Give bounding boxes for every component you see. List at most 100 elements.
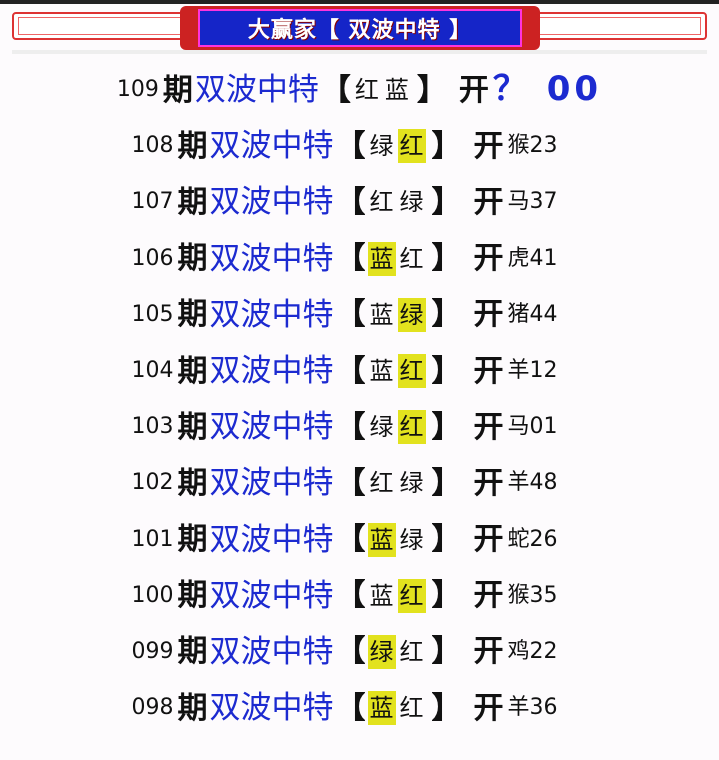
pick-color: 蓝 xyxy=(369,581,394,610)
left-bracket: 【 xyxy=(335,634,366,670)
result: 猴35 xyxy=(507,582,558,608)
result: 鸡22 xyxy=(507,638,558,664)
period-number: 104 xyxy=(131,357,174,383)
period-number: 105 xyxy=(131,301,174,327)
period-number: 107 xyxy=(131,189,174,215)
pick-color: 绿 xyxy=(399,188,424,217)
open-label: 开 xyxy=(473,690,504,726)
pick-color: 蓝 xyxy=(367,691,396,726)
period-number: 108 xyxy=(131,133,174,159)
row-title: 双波中特 xyxy=(209,690,334,727)
prediction-row: 103 期双波中特【绿红】开马01 xyxy=(0,399,719,455)
pick-color: 红 xyxy=(399,694,424,723)
pick-color: 绿 xyxy=(399,525,424,554)
period-number: 103 xyxy=(131,414,174,440)
result: 羊36 xyxy=(507,695,558,721)
period-label: 期 xyxy=(177,634,208,670)
left-bracket: 【 xyxy=(335,522,366,558)
period-label: 期 xyxy=(177,184,208,220)
period-label: 期 xyxy=(177,353,208,389)
result: 猪44 xyxy=(507,301,558,327)
open-label: 开 xyxy=(473,241,504,277)
right-bracket: 】 xyxy=(431,578,462,614)
pick-color: 红 xyxy=(369,188,394,217)
open-label: 开 xyxy=(473,465,504,501)
open-label: 开 xyxy=(473,297,504,333)
pick-color: 绿 xyxy=(369,413,394,442)
pick-color: 绿 xyxy=(397,297,426,332)
result: 虎41 xyxy=(507,245,558,271)
prediction-row: 100 期双波中特【蓝红】开猴35 xyxy=(0,568,719,624)
open-label: 开 xyxy=(473,634,504,670)
open-label: 开 xyxy=(458,72,489,108)
period-label: 期 xyxy=(177,409,208,445)
period-label: 期 xyxy=(162,72,193,108)
prediction-row: 102 期双波中特【红绿】开羊48 xyxy=(0,455,719,511)
prediction-row: 098 期双波中特【蓝红】开羊36 xyxy=(0,680,719,736)
banner-center: 大赢家【 双波中特 】 xyxy=(180,6,540,50)
period-label: 期 xyxy=(177,690,208,726)
prediction-row: 105 期双波中特【蓝绿】开猪44 xyxy=(0,287,719,343)
period-label: 期 xyxy=(177,578,208,614)
period-number: 098 xyxy=(131,695,174,721)
period-label: 期 xyxy=(177,522,208,558)
open-label: 开 xyxy=(473,522,504,558)
row-title: 双波中特 xyxy=(209,521,334,558)
open-label: 开 xyxy=(473,353,504,389)
row-title: 双波中特 xyxy=(209,577,334,614)
pick-color: 蓝 xyxy=(369,300,394,329)
result: 羊12 xyxy=(507,357,558,383)
pick-color: 蓝 xyxy=(367,522,396,557)
right-bracket: 】 xyxy=(416,72,447,108)
left-bracket: 【 xyxy=(335,128,366,164)
prediction-row: 109 期双波中特【红蓝】开？ 00 xyxy=(0,62,719,118)
period-label: 期 xyxy=(177,465,208,501)
left-bracket: 【 xyxy=(335,690,366,726)
row-title: 双波中特 xyxy=(194,72,319,109)
open-label: 开 xyxy=(473,409,504,445)
result: ？ 00 xyxy=(492,69,603,110)
result: 羊48 xyxy=(507,470,558,496)
right-bracket: 】 xyxy=(431,409,462,445)
top-bar xyxy=(0,0,719,4)
period-number: 100 xyxy=(131,582,174,608)
period-label: 期 xyxy=(177,297,208,333)
right-bracket: 】 xyxy=(431,522,462,558)
prediction-row: 108 期双波中特【绿红】开猴23 xyxy=(0,118,719,174)
open-label: 开 xyxy=(473,184,504,220)
right-bracket: 】 xyxy=(431,690,462,726)
prediction-row: 101 期双波中特【蓝绿】开蛇26 xyxy=(0,512,719,568)
banner: 大赢家【 双波中特 】 xyxy=(12,6,707,50)
left-bracket: 【 xyxy=(335,353,366,389)
row-title: 双波中特 xyxy=(209,184,334,221)
prediction-row: 104 期双波中特【蓝红】开羊12 xyxy=(0,343,719,399)
left-bracket: 【 xyxy=(320,72,351,108)
result: 蛇26 xyxy=(507,526,558,552)
right-bracket: 】 xyxy=(431,297,462,333)
row-title: 双波中特 xyxy=(209,128,334,165)
right-bracket: 】 xyxy=(431,241,462,277)
pick-color: 绿 xyxy=(369,132,394,161)
period-number: 106 xyxy=(131,245,174,271)
left-bracket: 【 xyxy=(335,297,366,333)
row-title: 双波中特 xyxy=(209,240,334,277)
open-label: 开 xyxy=(473,128,504,164)
pick-color: 红 xyxy=(399,637,424,666)
prediction-row: 099 期双波中特【绿红】开鸡22 xyxy=(0,624,719,680)
pick-color: 蓝 xyxy=(384,76,409,105)
banner-title: 大赢家【 双波中特 】 xyxy=(198,9,522,47)
period-number: 109 xyxy=(116,77,159,102)
period-number: 101 xyxy=(131,526,174,552)
result: 猴23 xyxy=(507,133,558,159)
period-label: 期 xyxy=(177,241,208,277)
pick-color: 绿 xyxy=(399,469,424,498)
prediction-list: 109 期双波中特【红蓝】开？ 00 108 期双波中特【绿红】开猴23 107 期双波中… xyxy=(0,62,719,736)
left-bracket: 【 xyxy=(335,578,366,614)
row-title: 双波中特 xyxy=(209,409,334,446)
row-title: 双波中特 xyxy=(209,352,334,389)
row-title: 双波中特 xyxy=(209,465,334,502)
right-bracket: 】 xyxy=(431,128,462,164)
result: 马01 xyxy=(507,414,558,440)
open-label: 开 xyxy=(473,578,504,614)
row-title: 双波中特 xyxy=(209,633,334,670)
